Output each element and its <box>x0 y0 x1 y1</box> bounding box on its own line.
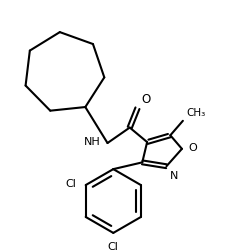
Text: O: O <box>141 93 151 106</box>
Text: O: O <box>189 143 197 153</box>
Text: NH: NH <box>84 137 101 147</box>
Text: CH₃: CH₃ <box>187 108 206 118</box>
Text: Cl: Cl <box>108 242 119 251</box>
Text: Cl: Cl <box>65 179 76 189</box>
Text: N: N <box>170 171 179 181</box>
